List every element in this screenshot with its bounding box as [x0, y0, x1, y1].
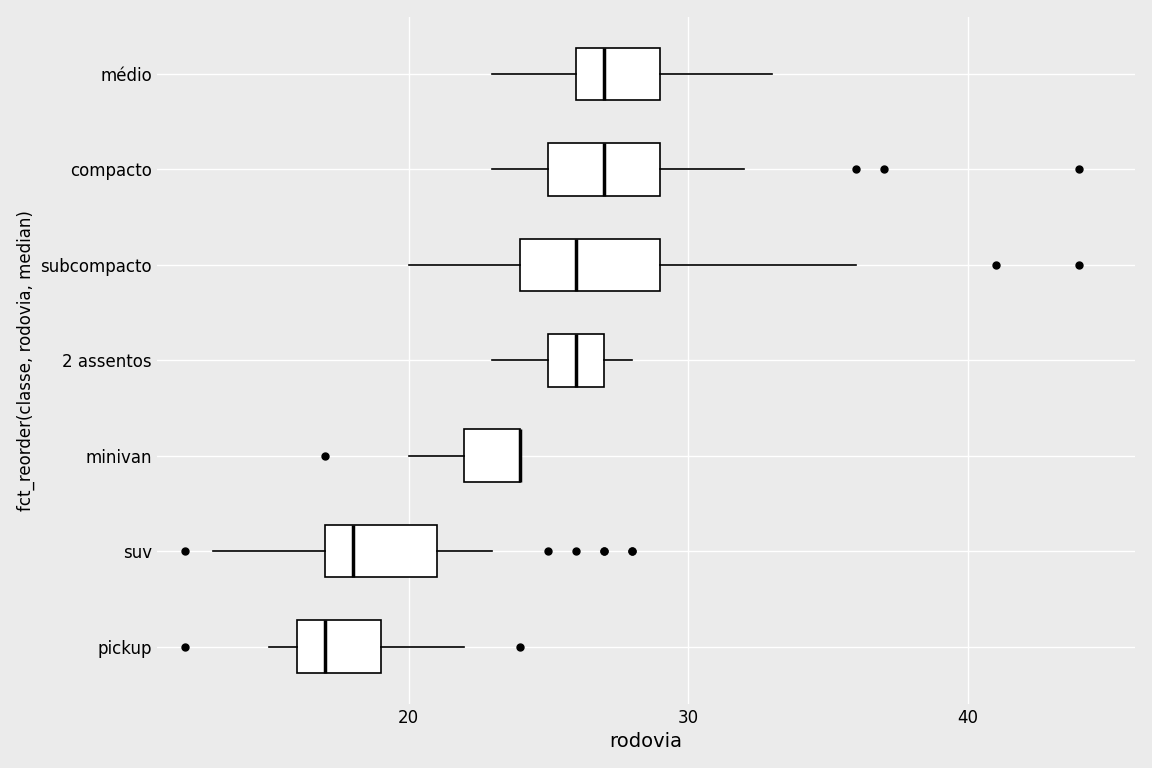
X-axis label: rodovia: rodovia [609, 733, 683, 751]
PathPatch shape [297, 621, 380, 673]
PathPatch shape [464, 429, 521, 482]
Y-axis label: fct_reorder(classe, rodovia, median): fct_reorder(classe, rodovia, median) [16, 210, 35, 511]
PathPatch shape [521, 239, 660, 291]
PathPatch shape [548, 143, 660, 196]
PathPatch shape [548, 334, 604, 386]
PathPatch shape [576, 48, 660, 100]
PathPatch shape [325, 525, 437, 578]
